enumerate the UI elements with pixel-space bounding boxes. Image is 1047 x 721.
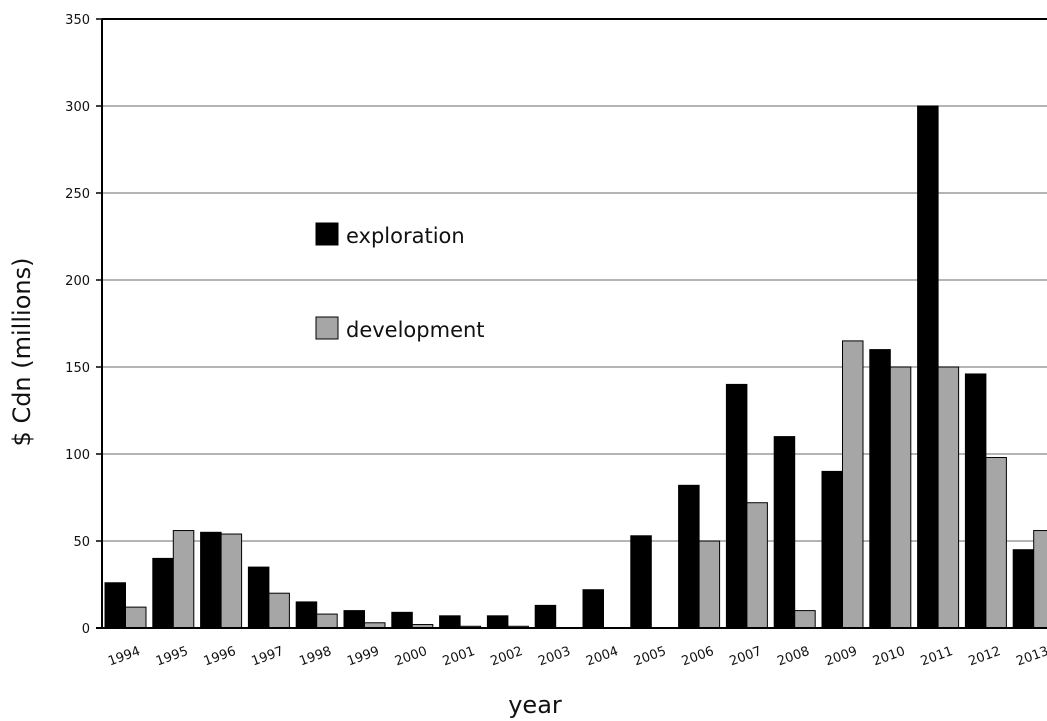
x-axis-title: year	[508, 691, 562, 719]
bar-exploration-2011	[917, 105, 939, 629]
x-tick-label-1995: 1995	[154, 644, 190, 669]
bar-exploration-2008	[773, 436, 796, 629]
bar-exploration-2012	[964, 373, 987, 629]
x-tick-label-2012: 2012	[967, 644, 1003, 669]
bar-exploration-2006	[678, 484, 700, 629]
x-tick-label-2010: 2010	[871, 644, 907, 669]
bar-exploration-1999	[343, 610, 365, 629]
legend-swatch-exploration	[315, 222, 339, 246]
x-tick-label-1999: 1999	[345, 644, 381, 669]
x-tick-label-2008: 2008	[775, 644, 811, 669]
x-tick-label-2004: 2004	[584, 644, 620, 669]
y-tick-labels: 0 50 100 150 200 250 300 350	[65, 13, 90, 637]
x-tick-label-2011: 2011	[919, 644, 955, 669]
bars	[104, 105, 1047, 629]
bar-exploration-2009	[821, 470, 843, 629]
bar-exploration-2004	[582, 589, 604, 629]
x-tick-label-1998: 1998	[297, 644, 333, 669]
legend-swatch-development	[315, 316, 339, 340]
x-tick-label-2009: 2009	[823, 644, 859, 669]
bar-development-1998	[316, 613, 338, 629]
x-tick-label-1996: 1996	[202, 644, 238, 669]
y-tick-label-50: 50	[73, 535, 90, 550]
x-tick-label-2006: 2006	[680, 644, 716, 669]
bar-exploration-2002	[486, 615, 509, 629]
x-tick-label-2005: 2005	[632, 644, 668, 669]
x-tick-label-2003: 2003	[536, 644, 572, 669]
x-tick-label-1994: 1994	[106, 644, 142, 669]
bar-exploration-1995	[152, 557, 174, 629]
y-tick-label-150: 150	[65, 361, 90, 376]
y-tick-label-100: 100	[65, 448, 90, 463]
bar-development-1996	[220, 533, 243, 629]
bar-development-1997	[268, 592, 290, 629]
bar-exploration-2001	[439, 615, 461, 629]
bar-exploration-2013	[1012, 549, 1035, 629]
bar-development-2007	[746, 502, 768, 629]
bar-exploration-2003	[534, 604, 557, 629]
x-tick-label-1997: 1997	[250, 644, 286, 669]
legend-label-development: development	[346, 318, 485, 342]
y-tick-label-200: 200	[65, 274, 90, 289]
y-axis-title: $ Cdn (millions)	[8, 258, 36, 447]
bar-development-2012	[985, 456, 1007, 629]
legend-label-exploration: exploration	[346, 224, 465, 248]
bar-exploration-2005	[630, 535, 652, 629]
x-tick-labels: 1994 1995 1996 1997 1998 1999 2000 2001 2002 2003…	[106, 644, 1047, 669]
bar-development-1995	[172, 530, 195, 629]
y-tick-label-300: 300	[65, 100, 90, 115]
bar-exploration-2010	[869, 349, 891, 629]
bar-development-2006	[698, 540, 721, 629]
x-tick-label-2013: 2013	[1014, 644, 1047, 669]
x-tick-label-2000: 2000	[393, 644, 429, 669]
y-tick-label-350: 350	[65, 13, 90, 28]
bar-development-2013	[1033, 530, 1047, 629]
axes	[96, 18, 1047, 629]
bar-development-1994	[125, 606, 147, 629]
bar-exploration-1997	[247, 566, 270, 629]
bar-development-2010	[889, 366, 912, 629]
bar-development-2008	[794, 610, 816, 629]
bar-exploration-1994	[104, 582, 126, 629]
x-tick-label-2007: 2007	[728, 644, 764, 669]
bar-development-2011	[937, 366, 960, 629]
bar-exploration-2000	[391, 611, 413, 629]
y-tick-label-250: 250	[65, 187, 90, 202]
bar-exploration-2007	[725, 383, 748, 629]
x-tick-label-2002: 2002	[489, 644, 525, 669]
y-tick-label-0: 0	[82, 622, 90, 637]
x-tick-label-2001: 2001	[441, 644, 477, 669]
bar-exploration-1996	[200, 531, 222, 629]
legend: exploration development	[315, 222, 485, 342]
bar-exploration-1998	[295, 601, 318, 629]
bar-development-2009	[842, 340, 864, 629]
